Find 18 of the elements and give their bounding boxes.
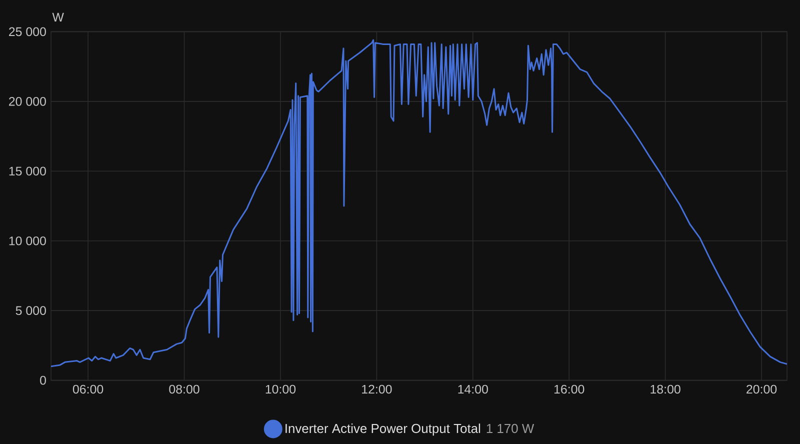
x-tick-label: 08:00 [169, 384, 200, 394]
x-tick-label: 20:00 [746, 384, 777, 394]
y-tick-label: 15 000 [9, 166, 46, 176]
x-tick-label: 10:00 [266, 384, 296, 394]
x-tick-label: 12:00 [362, 384, 392, 394]
y-axis-title: W [52, 12, 64, 22]
text: 1 170 W [486, 424, 534, 434]
x-tick-label: 06:00 [72, 384, 104, 394]
line-series [51, 39, 788, 368]
y-tick-label: 5 000 [16, 306, 46, 315]
x-tick-label: 18:00 [650, 384, 680, 394]
y-tick-label: 20 000 [9, 97, 46, 106]
y-tick-label: 25 000 [9, 27, 46, 36]
y-tick-label: 10 000 [9, 236, 46, 246]
x-tick-label: 16:00 [554, 384, 584, 394]
x-tick-label: 14:00 [458, 384, 488, 394]
legend-label: Inverter Active Power Output Total [286, 424, 480, 436]
y-tick-label: 0 [40, 376, 46, 385]
